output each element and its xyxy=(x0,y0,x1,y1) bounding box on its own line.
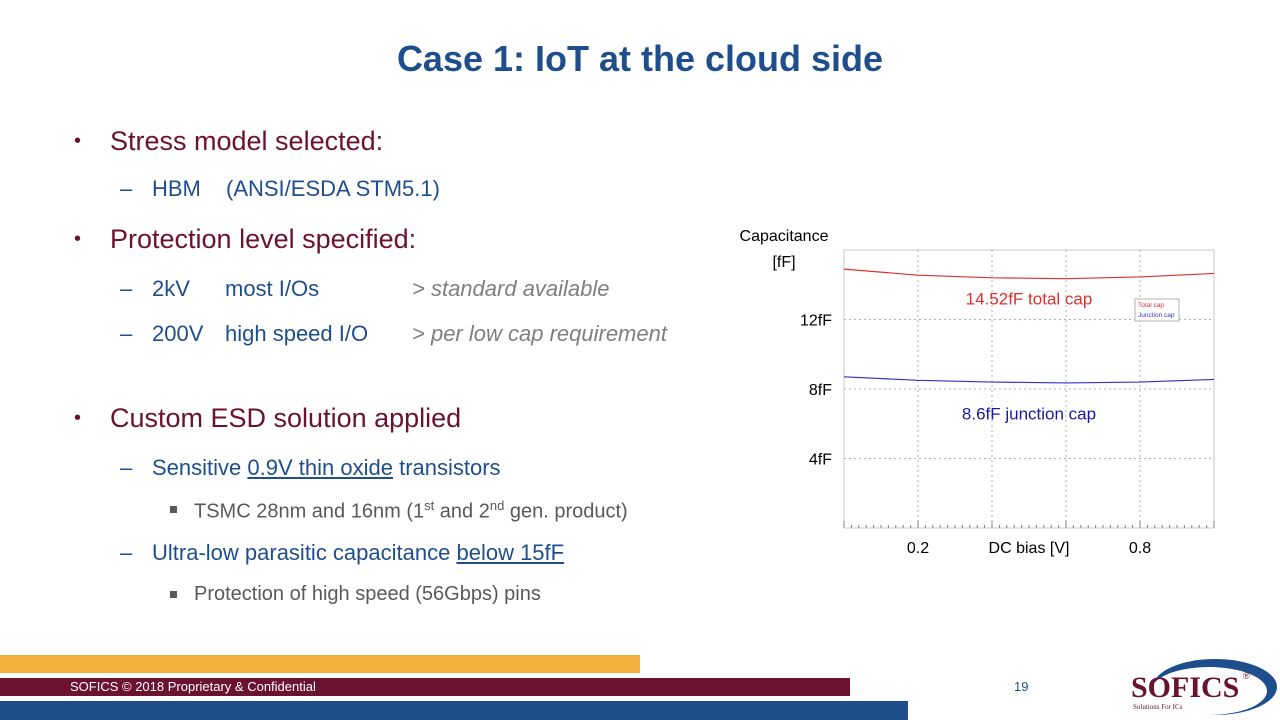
subsub-text-a: TSMC 28nm and 16nm (1 xyxy=(194,500,425,523)
footer-copyright: SOFICS © 2018 Proprietary & Confidential xyxy=(70,679,316,694)
slide-title: Case 1: IoT at the cloud side xyxy=(396,38,884,79)
series-line xyxy=(843,268,1215,280)
logo-reg: ® xyxy=(1243,671,1250,681)
subsub-tsmc: TSMC 28nm and 16nm (1st and 2nd gen. pro… xyxy=(170,498,628,524)
sub-text-200v: 200V xyxy=(152,321,204,346)
sub-text-thin-oxide: 0.9V thin oxide xyxy=(247,455,393,480)
subsub-text-c: gen. product) xyxy=(504,500,628,523)
bullet-text: Custom ESD solution applied xyxy=(110,403,462,433)
square-bullet xyxy=(170,506,177,513)
y-tick-label: 12fF xyxy=(800,313,832,330)
sub-text-high-speed: high speed I/O xyxy=(225,321,369,346)
bullet-dot: • xyxy=(74,130,82,152)
sub-text-ultra-low: Ultra-low parasitic capacitance xyxy=(152,540,451,565)
sub-text-hbm: HBM xyxy=(152,176,201,201)
dash: – xyxy=(120,455,133,480)
x-axis-label: DC bias [V] xyxy=(989,540,1070,557)
legend-entry: Junction cap xyxy=(1138,312,1175,319)
bullet-dot: • xyxy=(74,228,82,250)
bullet-custom-esd: • Custom ESD solution applied xyxy=(74,403,462,434)
subsub-high-speed-pins: Protection of high speed (56Gbps) pins xyxy=(170,583,541,606)
square-bullet xyxy=(170,591,177,598)
sub-note-low-cap: > per low cap requirement xyxy=(412,321,667,346)
subsub-sup-nd: nd xyxy=(489,498,505,513)
sub-text-below-15ff: below 15fF xyxy=(456,540,565,565)
bullet-text: Stress model selected: xyxy=(110,126,384,156)
logo-wordmark: SOFICS xyxy=(1131,671,1239,704)
sub-sensitive: – Sensitive 0.9V thin oxide transistors xyxy=(120,455,501,481)
legend-entry: Total cap xyxy=(1138,302,1164,309)
sub-2kv: – 2kV most I/Os > standard available xyxy=(120,276,610,302)
footer-bar-blue xyxy=(0,701,908,720)
subsub-text-b: and 2 xyxy=(434,500,490,523)
y-axis-label-line2: [fF] xyxy=(772,254,795,271)
logo-tagline: Solutions For ICs xyxy=(1133,703,1183,711)
capacitance-chart: 4fF 8fF 12fF 0.2 0.8 DC bias [V] Capacitance [f… xyxy=(720,220,1220,570)
page-number: 19 xyxy=(1014,679,1029,694)
dash: – xyxy=(120,176,133,201)
logo-swoosh-light xyxy=(1151,667,1267,715)
dash: – xyxy=(120,540,133,565)
sub-text-sensitive: Sensitive xyxy=(152,455,242,480)
series-line xyxy=(843,376,1215,384)
subsub-sup-st: st xyxy=(424,498,435,513)
bullet-text: Protection level specified: xyxy=(110,224,417,254)
sub-hbm: – HBM (ANSI/ESDA STM5.1) xyxy=(120,176,440,202)
y-tick-label: 4fF xyxy=(809,452,832,469)
sub-text-ansi: (ANSI/ESDA STM5.1) xyxy=(226,176,440,201)
y-axis-label-line1: Capacitance xyxy=(740,228,829,245)
bullet-stress-model: • Stress model selected: xyxy=(74,126,384,157)
x-tick-label: 0.8 xyxy=(1129,540,1151,557)
dash: – xyxy=(120,276,133,301)
x-tick-label: 0.2 xyxy=(907,540,929,557)
bullet-dot: • xyxy=(74,407,82,429)
sub-200v: – 200V high speed I/O > per low cap requ… xyxy=(120,321,667,347)
sub-text-transistors: transistors xyxy=(399,455,501,480)
footer-bar-maroon xyxy=(0,678,850,696)
chart-annotation: 8.6fF junction cap xyxy=(962,404,1096,423)
chart-svg: 4fF 8fF 12fF 0.2 0.8 DC bias [V] Capacitance [f… xyxy=(740,228,1215,557)
dash: – xyxy=(120,321,133,346)
sub-text-most-ios: most I/Os xyxy=(225,276,320,301)
sofics-logo: SOFICS ® Solutions For ICs xyxy=(1131,659,1277,715)
legend-box xyxy=(1134,298,1180,322)
footer-bar-orange xyxy=(0,655,640,673)
sub-note-standard: > standard available xyxy=(412,276,610,301)
sub-ultra-low: – Ultra-low parasitic capacitance below … xyxy=(120,540,565,566)
subsub-text: Protection of high speed (56Gbps) pins xyxy=(194,583,541,605)
bullet-protection-level: • Protection level specified: xyxy=(74,224,417,255)
chart-annotation: 14.52fF total cap xyxy=(966,290,1093,309)
sub-text-2kv: 2kV xyxy=(152,276,190,301)
y-tick-label: 8fF xyxy=(809,382,832,399)
